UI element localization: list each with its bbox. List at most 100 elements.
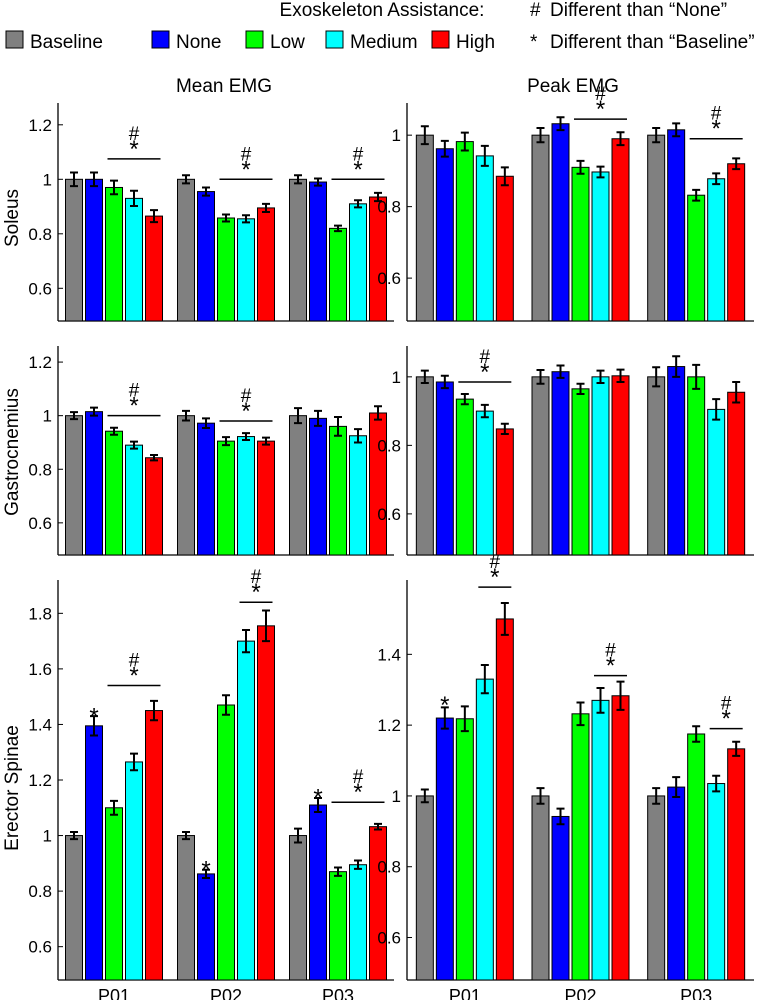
legend-swatch-baseline (5, 30, 24, 49)
error-bar-p02-high (262, 609, 270, 643)
y-tick-label: 0.6 (377, 269, 401, 288)
bar-p02-medium (591, 699, 610, 981)
bar-p01-medium (475, 678, 494, 981)
legend: Baseline None Low Medium High (5, 30, 495, 53)
bar-p03-high (727, 748, 746, 981)
significance-star-p02: * (251, 579, 260, 606)
y-tick-label: 0.6 (28, 514, 52, 533)
error-bar-p01-none (90, 715, 98, 737)
error-bar-p02-high (262, 202, 270, 213)
error-bar-p01-low (460, 131, 469, 152)
error-bar-p02-high (616, 368, 625, 383)
error-bar-p02-none (202, 417, 210, 429)
bar-p03-baseline (647, 134, 666, 322)
bar-p03-none (309, 804, 327, 981)
y-tick-label: 1 (392, 787, 401, 806)
error-bar-p01-baseline (420, 125, 429, 146)
significance-star-p02: * (241, 398, 250, 425)
bar-p02-medium (591, 376, 610, 556)
panel-gastrocnemius-mean-emg: 0.60.811.2*#*# (28, 346, 394, 556)
error-bar-p02-none (556, 807, 565, 826)
error-bar-p02-low (576, 701, 585, 727)
bar-p03-none (667, 786, 686, 981)
error-bar-p03-none (672, 355, 681, 378)
bar-p02-medium (237, 640, 255, 981)
significance-star-p01: * (129, 663, 138, 690)
error-bar-p01-high (500, 422, 509, 436)
significance-star-p03: * (353, 779, 362, 806)
error-bar-p01-medium (130, 189, 138, 208)
bar-p03-baseline (647, 376, 666, 556)
column-title-mean-emg: Mean EMG (176, 76, 272, 97)
error-bar-p02-low (222, 694, 230, 716)
error-bar-p03-baseline (652, 127, 661, 144)
bar-p02-medium (237, 218, 255, 322)
category-label-p02: P02 (210, 986, 242, 1000)
error-bar-p03-medium (712, 398, 721, 421)
error-bar-p02-baseline (536, 787, 545, 805)
legend-note-none-symbol: # (530, 0, 541, 21)
bar-p02-baseline (531, 134, 550, 322)
y-tick-label: 0.6 (28, 279, 52, 298)
bar-p01-low (455, 398, 474, 556)
bar-p03-none (667, 366, 686, 556)
error-bar-p03-low (692, 188, 701, 202)
significance-hash-p01: # (480, 347, 491, 368)
error-bar-p01-none (440, 706, 449, 730)
bar-p03-high (369, 412, 387, 556)
row-label-soleus: Soleus (2, 189, 23, 247)
y-tick-label: 0.6 (377, 505, 401, 524)
error-bar-p03-baseline (294, 174, 302, 185)
category-label-p02: P02 (564, 986, 596, 1000)
error-bar-p01-medium (480, 663, 489, 695)
bar-p03-low (687, 194, 706, 322)
y-tick-label: 1.4 (377, 645, 401, 664)
y-tick-label: 0.8 (377, 436, 401, 455)
error-bar-p02-baseline (182, 830, 190, 841)
error-bar-p01-high (500, 602, 509, 636)
bar-p02-medium (591, 171, 610, 322)
significance-star-p01: * (490, 564, 499, 591)
bar-p03-low (687, 376, 706, 556)
error-bar-p01-baseline (70, 171, 78, 188)
error-bar-p03-high (374, 822, 382, 831)
bar-p03-high (369, 826, 387, 981)
y-tick-label: 0.8 (377, 858, 401, 877)
y-tick-label: 1.8 (28, 604, 52, 623)
error-bar-p03-low (334, 416, 342, 437)
significance-hash-p01: # (129, 124, 140, 145)
error-bar-p03-none (672, 122, 681, 138)
bar-p01-baseline (65, 835, 83, 981)
error-bar-p01-high (150, 454, 158, 462)
error-bar-p01-medium (480, 403, 489, 419)
error-bar-p01-high (150, 699, 158, 722)
significance-hash-p01: # (129, 651, 140, 672)
y-tick-label: 0.6 (28, 938, 52, 957)
error-bar-p02-none (556, 364, 565, 379)
row-label-gastrocnemius: Gastrocnemius (2, 388, 23, 516)
bar-p02-high (257, 625, 275, 981)
bar-p03-high (727, 391, 746, 556)
bar-p03-low (329, 425, 347, 556)
legend-label-low: Low (270, 32, 305, 53)
bar-p01-none (435, 381, 454, 556)
legend-label-none: None (176, 32, 221, 53)
baseline-star-p02-none: * (201, 857, 210, 884)
significance-hash-p02: # (241, 386, 252, 407)
significance-hash-p02: # (251, 567, 262, 588)
error-bar-p02-none (556, 116, 565, 132)
bar-p03-medium (349, 864, 367, 981)
significance-star-p03: * (721, 706, 730, 733)
significance-hash-p03: # (711, 104, 722, 125)
bar-p03-medium (707, 178, 726, 322)
error-bar-p02-low (576, 382, 585, 395)
error-bar-p02-high (262, 436, 270, 446)
error-bar-p01-medium (130, 752, 138, 772)
y-tick-label: 1.2 (28, 116, 52, 135)
bar-p01-baseline (415, 134, 434, 322)
error-bar-p02-medium (596, 686, 605, 714)
bar-p02-baseline (177, 415, 195, 556)
y-tick-label: 1.2 (28, 353, 52, 372)
significance-star-p01: * (129, 136, 138, 163)
bar-p01-high (145, 215, 163, 322)
